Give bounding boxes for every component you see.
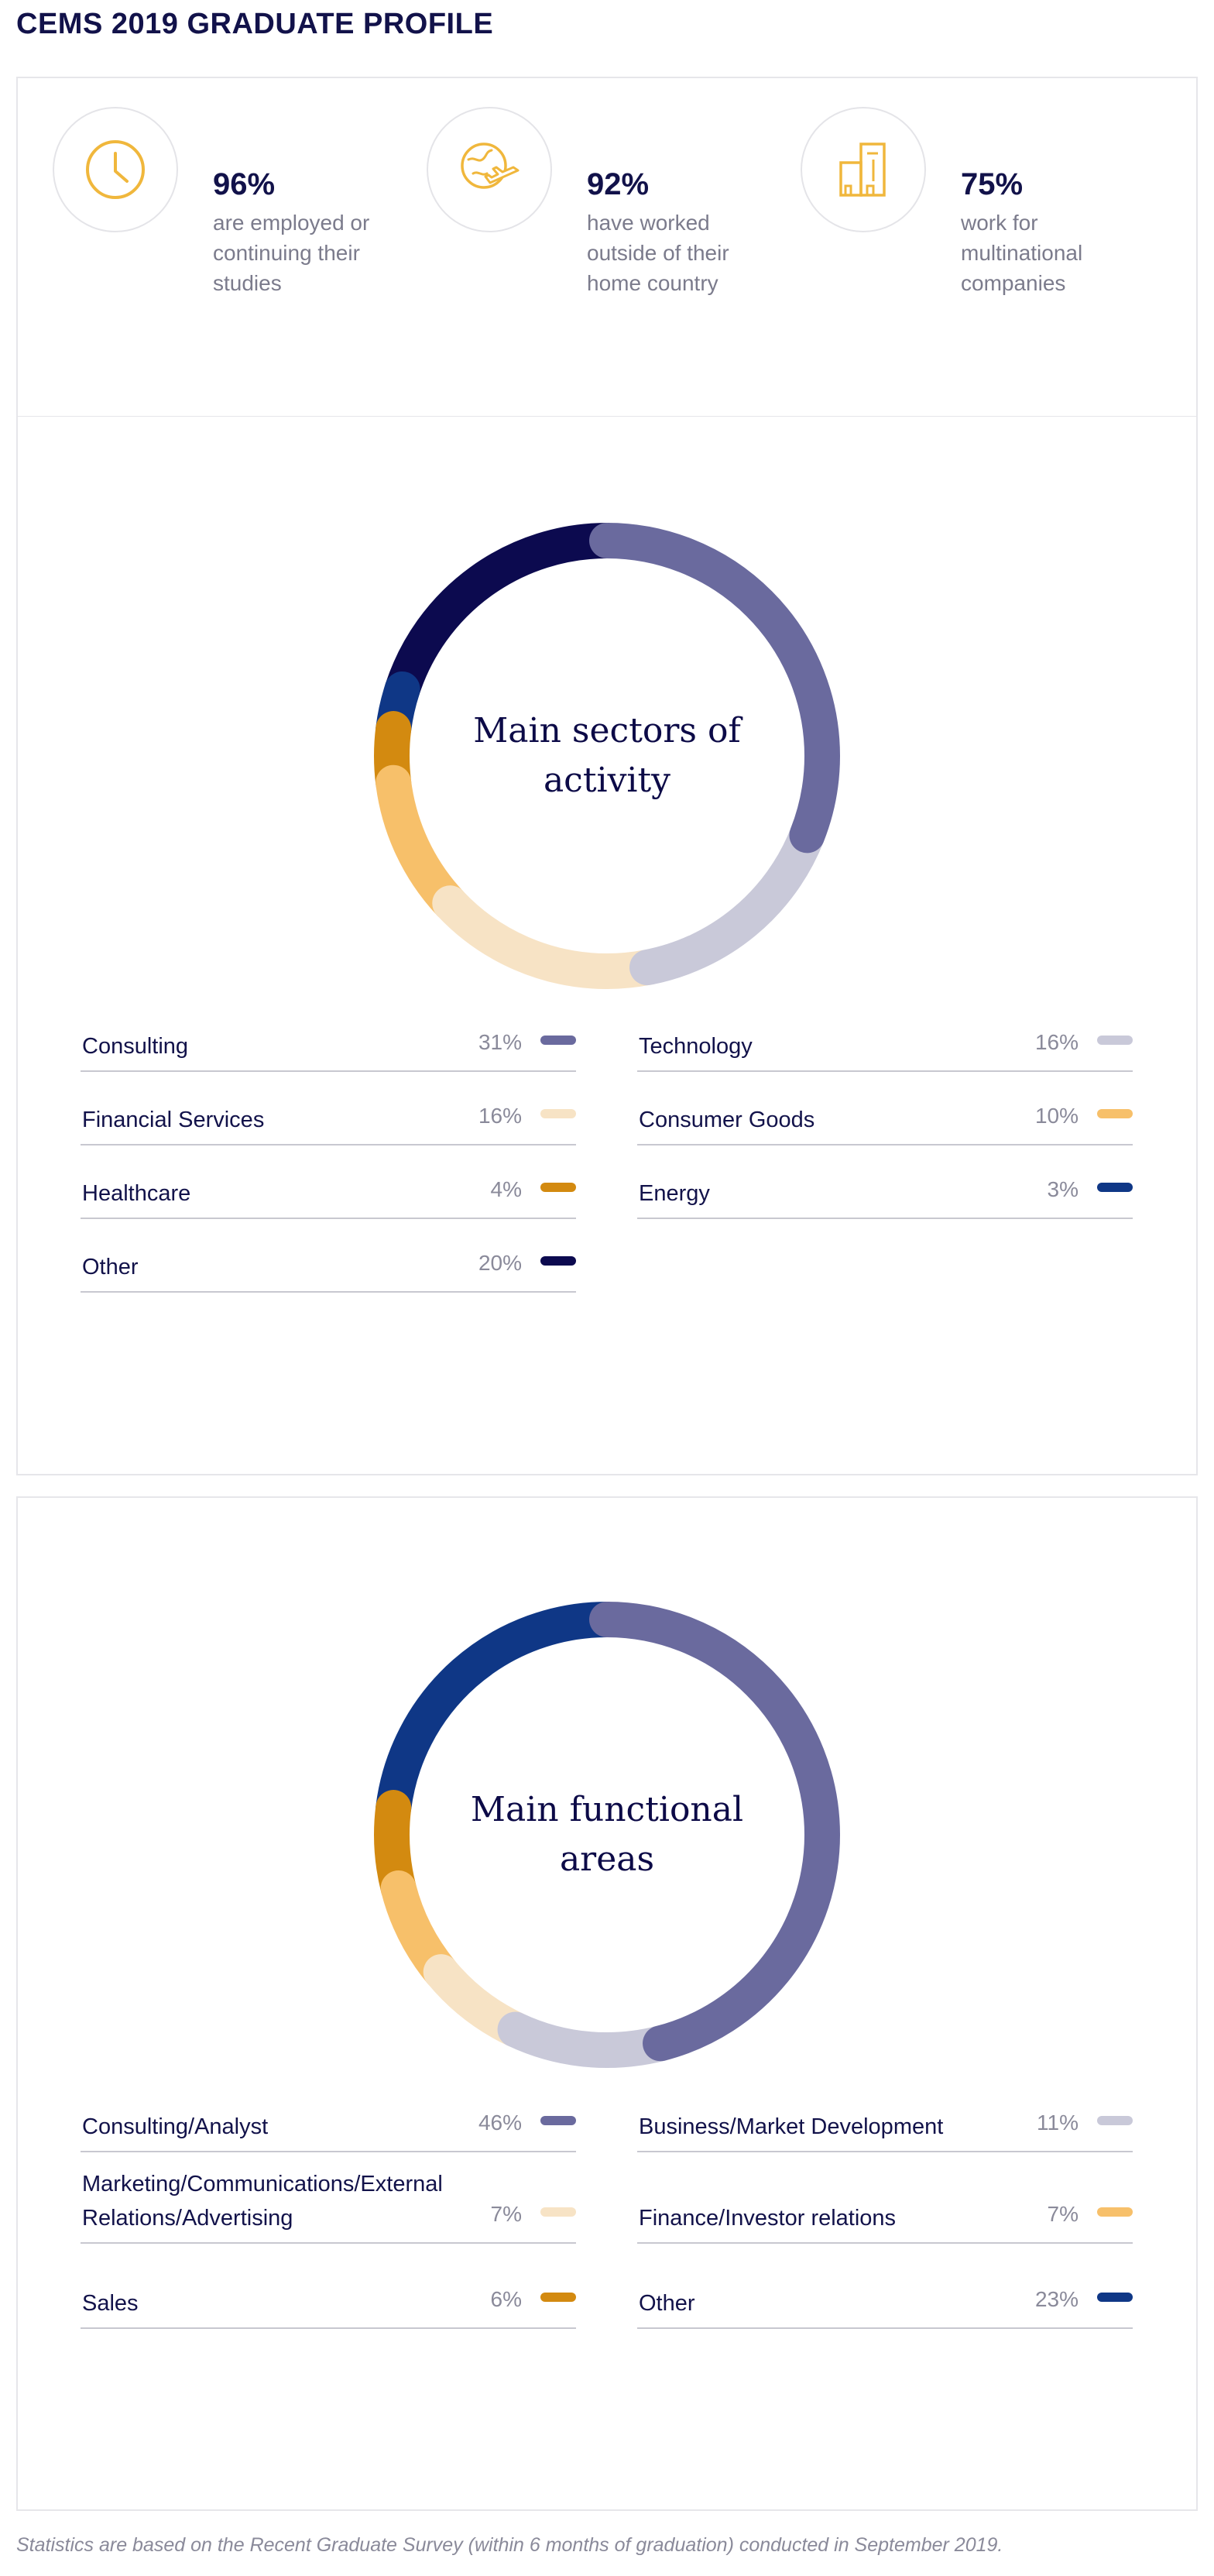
legend-swatch: [540, 2293, 576, 2302]
legend-value: 16%: [1034, 1030, 1079, 1054]
legend-item-technology: Technology 16%: [637, 1018, 1133, 1072]
legend-value: 46%: [478, 2111, 522, 2135]
stat-description: are employed or continuing their studies: [213, 211, 370, 295]
stat-description: work for multinational companies: [961, 211, 1083, 295]
functions-donut-chart: Main functional areas: [374, 1602, 840, 2068]
donut-segment-financial-services: [374, 523, 840, 989]
legend-label: Other: [82, 1255, 139, 1279]
legend-value: 10%: [1034, 1104, 1079, 1128]
legend-swatch: [1097, 1036, 1133, 1045]
legend-value: 20%: [478, 1251, 522, 1275]
legend-label: Consulting/Analyst: [82, 2114, 269, 2139]
legend-swatch: [540, 2116, 576, 2125]
legend-value: 11%: [1037, 2111, 1079, 2135]
legend-item-finance-investor-relations: Finance/Investor relations 7%: [637, 2190, 1133, 2244]
legend-item-business-market-development: Business/Market Development 11%: [637, 2099, 1133, 2152]
donut-segment-healthcare: [374, 523, 840, 989]
legend-label: Energy: [639, 1181, 710, 1206]
legend-item-consulting-analyst: Consulting/Analyst 46%: [81, 2099, 576, 2152]
legend-item-financial-services: Financial Services 16%: [81, 1092, 576, 1145]
legend-value: 7%: [490, 2202, 522, 2226]
legend-swatch: [540, 1036, 576, 1045]
legend-swatch: [540, 1183, 576, 1192]
legend-item-marketing-communications: Marketing/Communications/External Relati…: [81, 2169, 576, 2244]
legend-swatch: [1097, 2116, 1133, 2125]
donut-segment-sales: [374, 1602, 840, 2068]
buildings-icon: [801, 107, 926, 232]
legend-value: 16%: [478, 1104, 522, 1128]
clock-icon: [53, 107, 178, 232]
legend-label: Marketing/Communications/External Relati…: [82, 2172, 443, 2231]
chart-title: Main functional areas: [470, 1790, 744, 1879]
legend-label: Business/Market Development: [639, 2114, 944, 2139]
sectors-panel: [16, 416, 1198, 1475]
chart-title: Main sectors of activity: [473, 711, 741, 800]
sectors-donut-chart: Main sectors of activity: [374, 523, 840, 989]
legend-swatch: [1097, 1183, 1133, 1192]
legend-item-consumer-goods: Consumer Goods 10%: [637, 1092, 1133, 1145]
legend-value: 31%: [478, 1030, 522, 1054]
legend-value: 3%: [1047, 1177, 1079, 1201]
legend-value: 23%: [1034, 2287, 1079, 2311]
stats-panel: [16, 77, 1198, 417]
legend-swatch: [540, 1256, 576, 1266]
legend-label: Finance/Investor relations: [639, 2206, 897, 2231]
legend-label: Consulting: [82, 1034, 189, 1059]
footnote: Statistics are based on the Recent Gradu…: [16, 2534, 1003, 2556]
legend-label: Financial Services: [82, 1108, 265, 1132]
stat-value: 92%: [587, 167, 650, 201]
legend-label: Sales: [82, 2291, 139, 2316]
legend-item-other: Other 20%: [81, 1239, 576, 1293]
legend-label: Healthcare: [82, 1181, 191, 1206]
legend-item-sales: Sales 6%: [81, 2275, 576, 2329]
legend-value: 6%: [490, 2287, 522, 2311]
legend-item-energy: Energy 3%: [637, 1166, 1133, 1219]
stat-description: have worked outside of their home countr…: [587, 211, 729, 295]
legend-item-healthcare: Healthcare 4%: [81, 1166, 576, 1219]
donut-segment-consulting: [374, 523, 840, 989]
page-title: CEMS 2019 GRADUATE PROFILE: [16, 8, 494, 40]
legend-value: 7%: [1047, 2202, 1079, 2226]
legend-swatch: [1097, 2207, 1133, 2217]
donut-segment-consulting-analyst: [374, 1602, 840, 2068]
stat-value: 75%: [961, 167, 1024, 201]
globe-plane-icon: [427, 107, 552, 232]
legend-item-other: Other 23%: [637, 2275, 1133, 2329]
legend-swatch: [540, 2207, 576, 2217]
donut-segment-business-market-development: [374, 1602, 840, 2068]
legend-swatch: [1097, 1109, 1133, 1118]
functions-panel: [16, 1496, 1198, 2511]
stat-value: 96%: [213, 167, 276, 201]
legend-swatch: [540, 1109, 576, 1118]
legend-label: Consumer Goods: [639, 1108, 815, 1132]
legend-label: Technology: [639, 1034, 753, 1059]
legend-value: 4%: [490, 1177, 522, 1201]
legend-label: Other: [639, 2291, 695, 2316]
legend-item-consulting: Consulting 31%: [81, 1018, 576, 1072]
legend-swatch: [1097, 2293, 1133, 2302]
